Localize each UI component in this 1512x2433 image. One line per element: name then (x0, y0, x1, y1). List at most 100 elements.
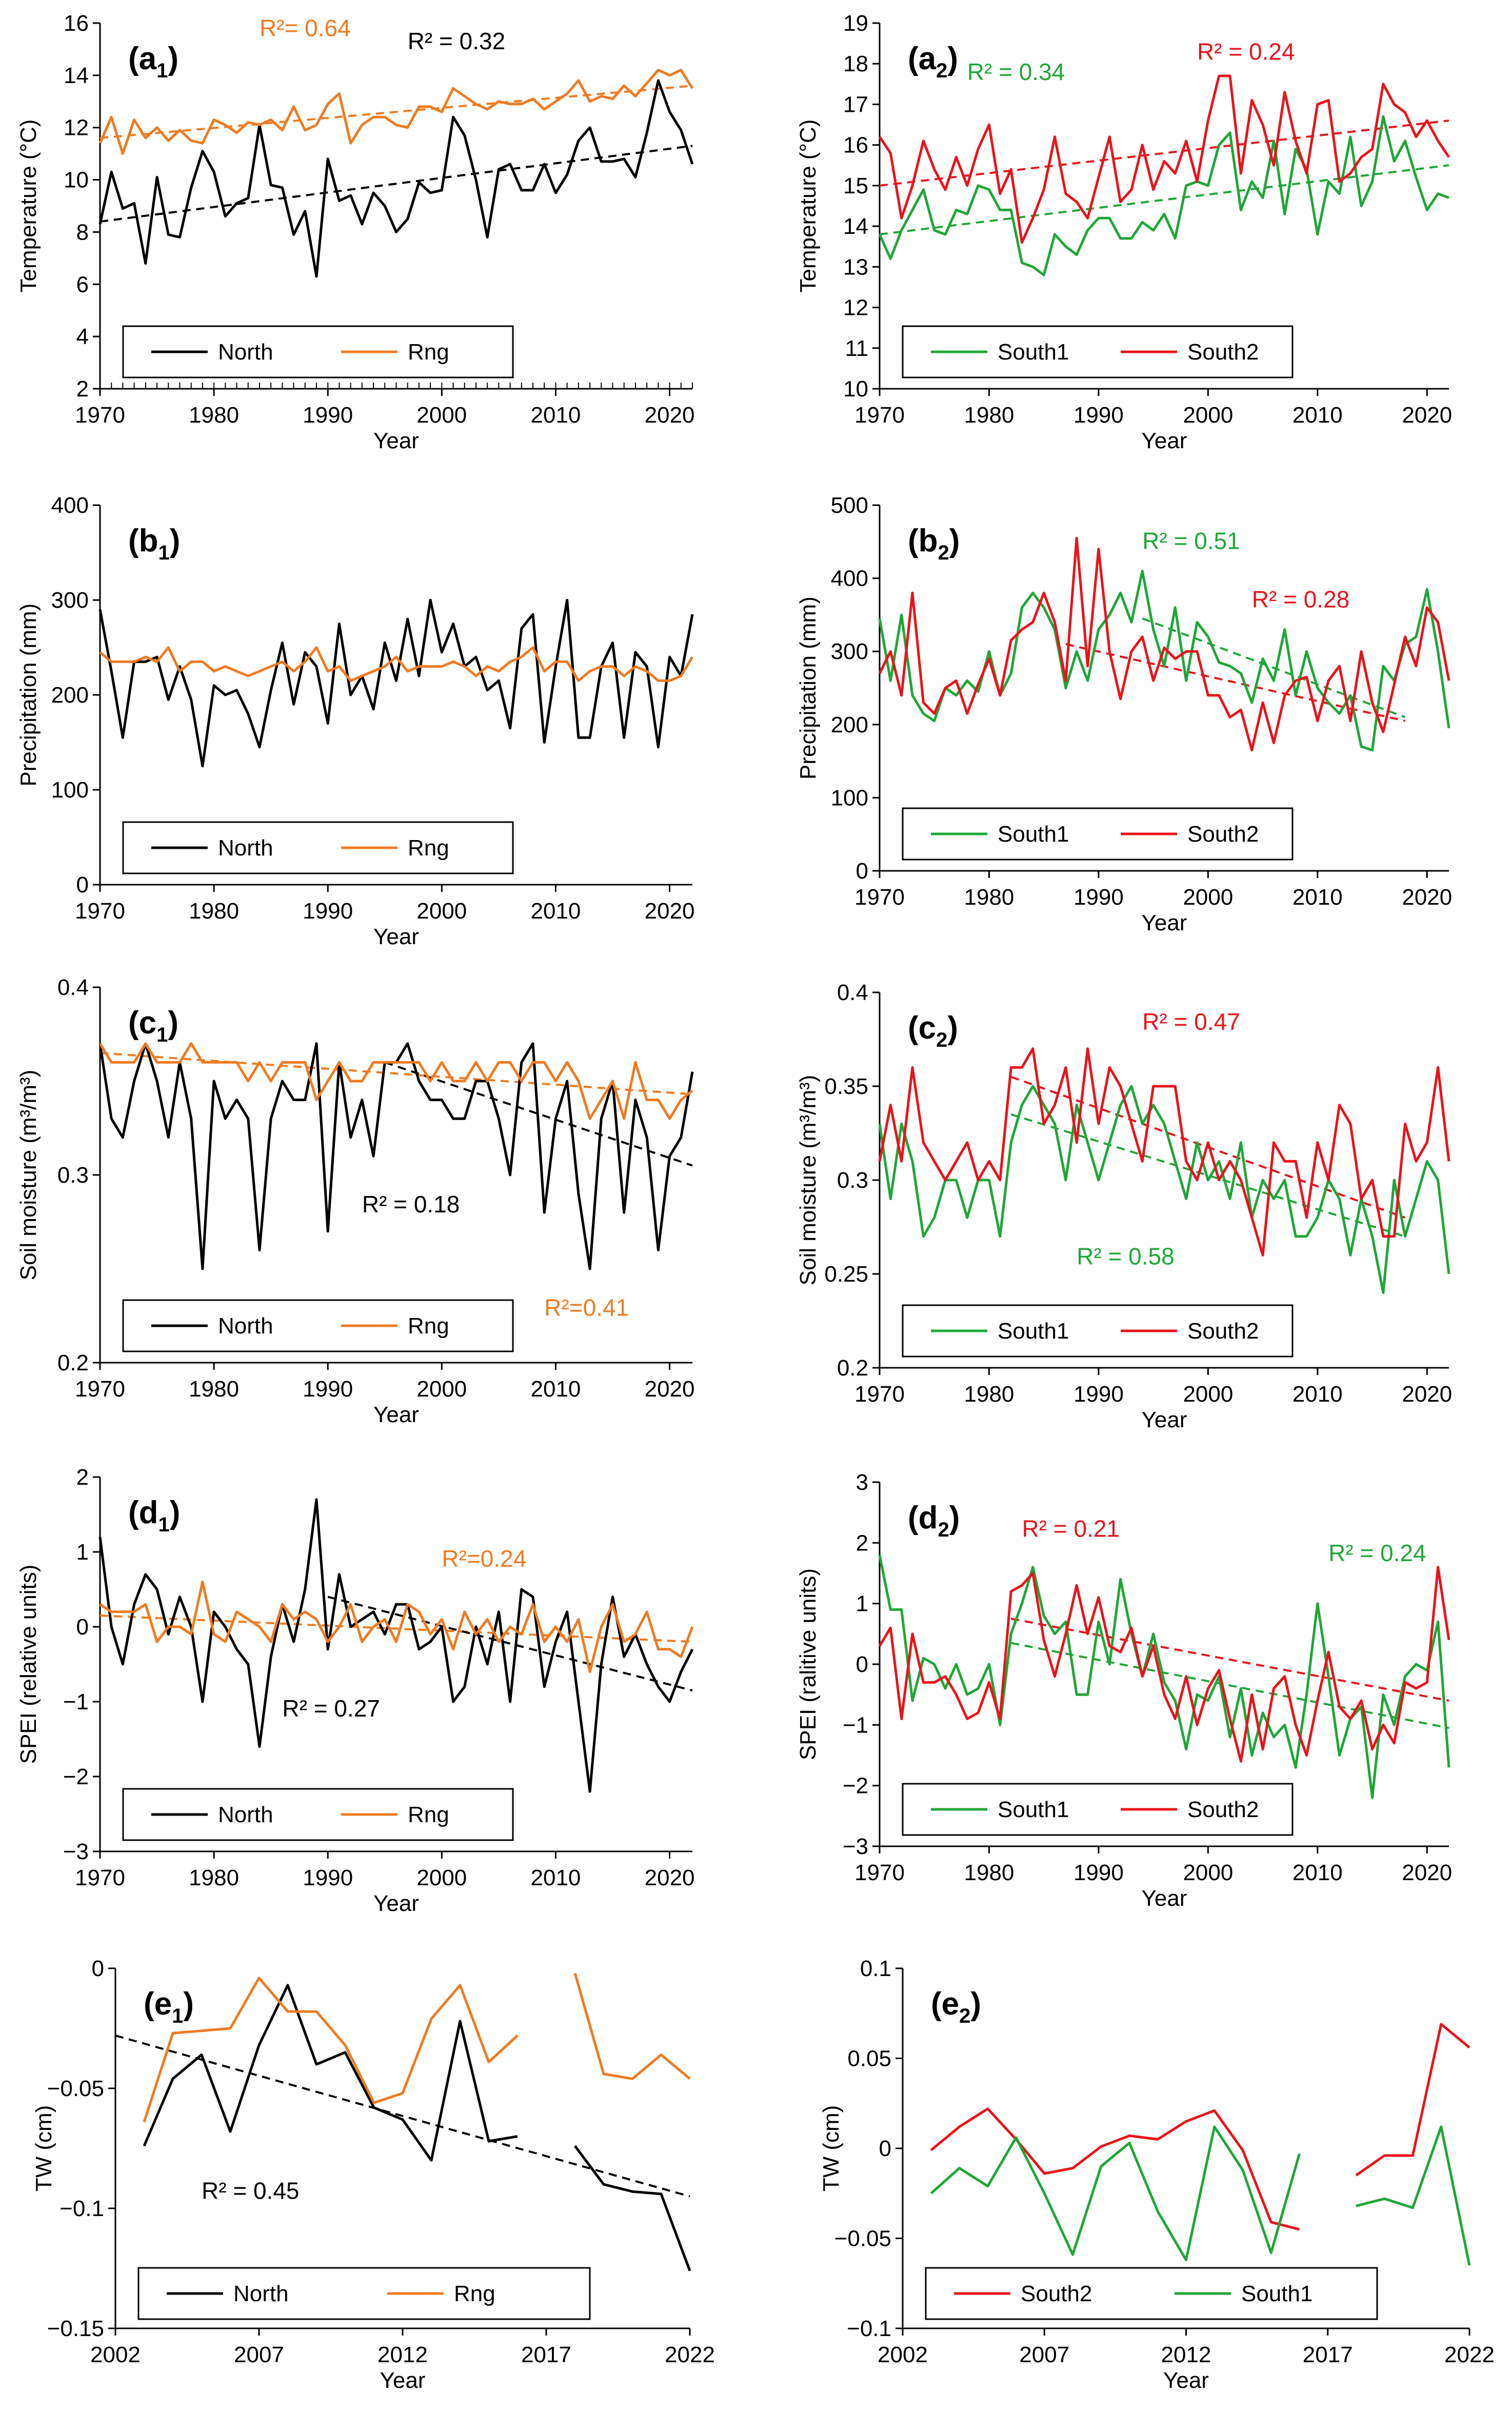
y-axis-title: TW (cm) (819, 2105, 844, 2192)
y-tick-label: 200 (51, 683, 89, 708)
y-tick-label: −0.05 (834, 2226, 891, 2251)
panel-paren-open: ( (128, 523, 139, 559)
series-line (98, 79, 694, 278)
y-axis-title: Precipitation (mm) (16, 604, 41, 787)
x-tick-label: 1970 (75, 899, 125, 924)
y-tick-label: 1 (856, 1591, 868, 1617)
x-tick-label: 1980 (189, 1377, 239, 1402)
x-tick-label: 2010 (531, 899, 581, 924)
r-squared-annotation: R² = 0.58 (1077, 1243, 1175, 1270)
panel-letter: d (919, 1500, 938, 1535)
x-tick-label: 1970 (854, 1860, 905, 1885)
x-tick-label: 1990 (1073, 885, 1124, 910)
r-squared-annotation: R² = 0.24 (1328, 1540, 1426, 1566)
panel-label: (d2) (908, 1500, 960, 1541)
x-tick-label: 2000 (1183, 403, 1233, 428)
x-axis-title: Year (380, 2368, 426, 2393)
y-tick-label: −2 (843, 1773, 868, 1799)
r-squared-annotation: R² = 0.18 (362, 1191, 460, 1218)
legend-label: South1 (998, 1319, 1069, 1344)
legend: South1 South2 (902, 1304, 1294, 1358)
chart-d2: −3 −2 −1 0 1 2 3 1970 1980 1990 2000 2010 2020 Year SP… (795, 1470, 1452, 1911)
legend-label: South2 (1187, 1319, 1259, 1344)
panel-sub: 1 (172, 2005, 183, 2027)
x-axis-title: Year (373, 924, 419, 949)
legend-label: North (218, 835, 273, 861)
y-tick-label: 100 (831, 785, 868, 810)
y-tick-label: 0 (856, 859, 868, 884)
x-tick-label: 2012 (1161, 2342, 1211, 2367)
x-tick-label: 2020 (645, 403, 695, 428)
x-tick-label: 1980 (964, 1860, 1014, 1885)
legend-label: North (233, 2281, 289, 2306)
legend-label: Rng (408, 835, 449, 861)
y-tick-label: −3 (843, 1834, 868, 1859)
legend-label: Rng (408, 340, 449, 365)
x-tick-label: 2010 (531, 1377, 581, 1402)
trendline (1065, 643, 1406, 722)
y-tick-label: 10 (64, 168, 89, 193)
r-squared-annotation: R² = 0.32 (408, 28, 506, 54)
legend: South1 South2 (902, 1783, 1294, 1836)
y-axis-title: Temperature (°C) (795, 119, 821, 293)
y-tick-label: 18 (843, 51, 868, 76)
series-line (98, 1042, 694, 1270)
legend-label: South1 (998, 822, 1069, 847)
y-tick-label: 4 (76, 324, 89, 349)
x-tick-label: 1980 (189, 899, 239, 924)
y-tick-label: 3 (856, 1470, 868, 1495)
panel-paren-close: ) (947, 41, 958, 76)
y-tick-label: 17 (843, 92, 868, 117)
x-tick-label: 1990 (303, 1377, 353, 1402)
legend-label: South2 (1021, 2281, 1092, 2306)
y-tick-label: −0.15 (47, 2316, 104, 2341)
y-tick-label: 0.1 (860, 1956, 891, 1981)
panel-letter: a (139, 41, 157, 76)
chart-a1: 2 4 6 8 10 12 14 16 1970 1980 1990 2000 2010 2020 Year… (16, 11, 695, 453)
legend: South1 South2 (902, 325, 1294, 378)
panel-sub: 2 (938, 1519, 949, 1541)
panel-paren-close: ) (170, 1495, 181, 1530)
x-tick-label: 1990 (303, 1865, 353, 1890)
x-axis-title: Year (1163, 2368, 1209, 2393)
panel-sub: 2 (938, 542, 949, 564)
legend-label: North (218, 1313, 273, 1339)
y-axis-title: SPEI (relative units) (16, 1565, 41, 1764)
y-tick-label: 16 (843, 133, 868, 158)
x-tick-label: 2017 (521, 2342, 571, 2367)
legend-label: Rng (408, 1802, 449, 1827)
x-tick-label: 2020 (1402, 1382, 1452, 1407)
x-tick-label: 2010 (531, 1865, 581, 1890)
trendline (879, 164, 1449, 235)
x-tick-label: 2020 (1402, 403, 1452, 428)
y-tick-label: 15 (843, 173, 868, 198)
y-tick-label: 0.3 (57, 1163, 89, 1188)
x-axis-title: Year (373, 1891, 419, 1916)
series-line (930, 2023, 1470, 2231)
x-tick-label: 1970 (75, 1865, 125, 1890)
panel-paren-close: ) (168, 1005, 178, 1041)
panel-paren-open: ( (128, 41, 139, 76)
x-tick-label: 2017 (1303, 2342, 1353, 2367)
y-tick-label: 16 (64, 11, 89, 36)
y-tick-label: −3 (63, 1839, 89, 1864)
r-squared-annotation: R²=0.24 (442, 1545, 526, 1572)
x-tick-label: 2002 (90, 2342, 141, 2367)
y-tick-label: 0 (76, 1614, 89, 1640)
panel-sub: 1 (158, 542, 170, 564)
series-line (99, 1580, 694, 1673)
legend-label: South2 (1187, 340, 1259, 365)
x-tick-label: 1990 (1073, 403, 1124, 428)
chart-b2: 0 100 200 300 400 500 1970 1980 1990 2000 2010 2020… (795, 493, 1452, 935)
trendline (327, 1596, 693, 1692)
trendline (1010, 1113, 1406, 1238)
panel-paren-open: ( (908, 523, 919, 559)
panel-paren-close: ) (947, 1010, 958, 1046)
panel-letter: d (139, 1495, 158, 1530)
trendline (1010, 1618, 1449, 1702)
x-tick-label: 2000 (416, 1865, 467, 1890)
x-tick-label: 2020 (1402, 885, 1452, 910)
chart-e2: −0.1 −0.05 0 0.05 0.1 2002 2007 2012 2017 2022 Yea… (819, 1956, 1495, 2393)
x-tick-label: 2022 (1444, 2342, 1495, 2367)
y-tick-label: −0.1 (847, 2316, 891, 2341)
